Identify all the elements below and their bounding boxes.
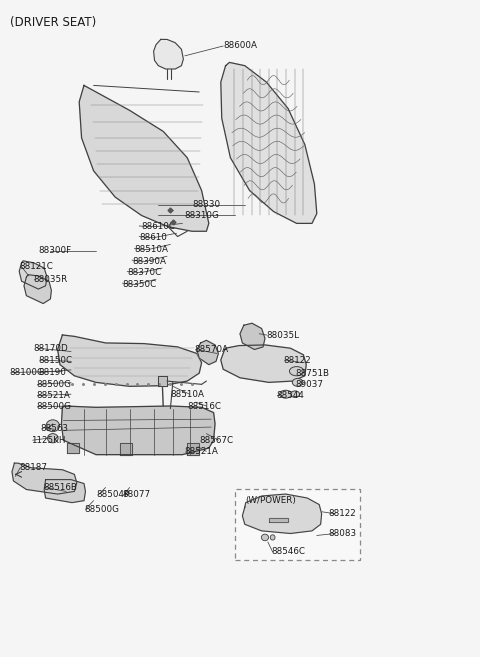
Ellipse shape [292, 378, 303, 386]
Text: 88187: 88187 [19, 463, 47, 472]
Text: 88570A: 88570A [194, 345, 228, 354]
Text: 88500G: 88500G [84, 505, 119, 514]
Polygon shape [221, 62, 317, 223]
Text: 88370C: 88370C [127, 268, 161, 277]
Text: 88610C: 88610C [142, 222, 176, 231]
Polygon shape [187, 443, 199, 455]
Ellipse shape [261, 534, 269, 541]
Text: 88310G: 88310G [185, 211, 219, 220]
Text: 88546C: 88546C [271, 547, 305, 556]
Polygon shape [44, 480, 85, 503]
Text: 88510A: 88510A [134, 245, 168, 254]
Polygon shape [12, 463, 77, 494]
Polygon shape [158, 376, 167, 386]
Ellipse shape [289, 367, 304, 376]
Text: 89037: 89037 [295, 380, 323, 389]
Text: 88077: 88077 [122, 490, 151, 499]
Polygon shape [79, 85, 209, 231]
Polygon shape [269, 518, 288, 522]
Polygon shape [240, 323, 265, 350]
Text: 88600A: 88600A [223, 41, 257, 51]
Text: 88035L: 88035L [266, 330, 300, 340]
Polygon shape [197, 340, 218, 365]
Polygon shape [24, 275, 51, 304]
Text: 88504P: 88504P [96, 490, 129, 499]
Ellipse shape [291, 391, 300, 397]
Text: 88610: 88610 [139, 233, 167, 242]
Polygon shape [154, 39, 183, 69]
Polygon shape [242, 494, 322, 533]
Text: 88567C: 88567C [199, 436, 233, 445]
Text: 88500G: 88500G [36, 380, 71, 389]
Ellipse shape [46, 420, 60, 432]
Polygon shape [120, 443, 132, 455]
Text: 88170D: 88170D [34, 344, 68, 353]
Text: 88510A: 88510A [170, 390, 204, 399]
Text: 88390A: 88390A [132, 257, 166, 266]
Polygon shape [19, 261, 47, 289]
Ellipse shape [270, 535, 275, 540]
Text: 88521A: 88521A [185, 447, 219, 456]
Polygon shape [221, 345, 306, 382]
Ellipse shape [48, 434, 58, 443]
Ellipse shape [279, 390, 291, 398]
Text: 88350C: 88350C [122, 280, 156, 289]
Text: 88500G: 88500G [36, 402, 71, 411]
Text: 1125KH: 1125KH [31, 436, 66, 445]
Text: 88330: 88330 [192, 200, 220, 210]
Text: 88563: 88563 [41, 424, 69, 433]
Text: 88083: 88083 [329, 529, 357, 538]
Text: 88751B: 88751B [295, 369, 329, 378]
Text: 88100C: 88100C [10, 368, 44, 377]
Polygon shape [67, 443, 79, 453]
Text: 88122: 88122 [283, 355, 311, 365]
Text: 88516B: 88516B [43, 483, 77, 492]
Text: 88516C: 88516C [187, 401, 221, 411]
Text: 88300F: 88300F [38, 246, 72, 256]
Text: (W/POWER): (W/POWER) [245, 496, 296, 505]
Text: 88544: 88544 [276, 391, 304, 400]
Text: 88150C: 88150C [38, 355, 72, 365]
Text: 88121C: 88121C [19, 262, 53, 271]
Text: 88122: 88122 [329, 509, 357, 518]
Polygon shape [61, 406, 215, 455]
Text: 88190: 88190 [38, 368, 66, 377]
Text: (DRIVER SEAT): (DRIVER SEAT) [10, 16, 96, 30]
Text: 88035R: 88035R [34, 275, 68, 284]
FancyBboxPatch shape [235, 489, 360, 560]
Polygon shape [58, 335, 202, 386]
Text: 88521A: 88521A [36, 391, 70, 400]
